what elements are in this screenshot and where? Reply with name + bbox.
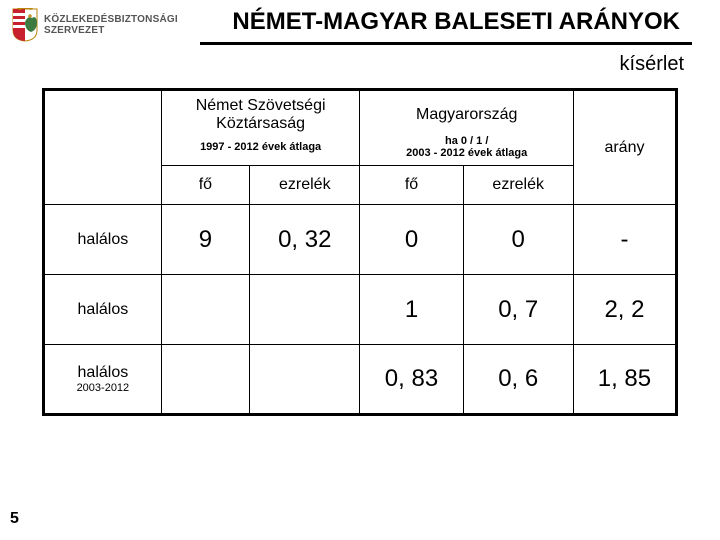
org-logo: KÖZLEKEDÉSBIZTONSÁGI SZERVEZET — [12, 8, 178, 42]
row-label-2: halálos 2003-2012 — [44, 345, 162, 415]
header-blank — [44, 90, 162, 205]
cell: 0, 7 — [463, 275, 573, 345]
cell: 2, 2 — [573, 275, 676, 345]
cell: 9 — [161, 205, 249, 275]
cell — [250, 275, 360, 345]
cell — [250, 345, 360, 415]
row-label-1: halálos — [44, 275, 162, 345]
row-label-0: halálos — [44, 205, 162, 275]
col-label-1: ezrelék — [250, 166, 360, 205]
coat-of-arms-icon — [12, 8, 38, 42]
row-label-2-sub: 2003-2012 — [45, 382, 161, 394]
col-label-3: ezrelék — [463, 166, 573, 205]
table-row: halálos 9 0, 32 0 0 - — [44, 205, 677, 275]
group-header-germany: Német Szövetségi Köztársaság — [161, 90, 360, 136]
cell: 0, 83 — [360, 345, 463, 415]
data-table: Német Szövetségi Köztársaság Magyarorszá… — [42, 88, 678, 416]
page-title: NÉMET-MAGYAR BALESETI ARÁNYOK — [232, 8, 680, 39]
cell: 1 — [360, 275, 463, 345]
group-header-hungary: Magyarország — [360, 90, 573, 136]
cell: 0, 6 — [463, 345, 573, 415]
page-number: 5 — [10, 510, 19, 528]
org-name-line2: SZERVEZET — [44, 25, 178, 37]
subtitle: kísérlet — [0, 45, 720, 88]
cell: 0, 32 — [250, 205, 360, 275]
cell — [161, 275, 249, 345]
cell: 0 — [360, 205, 463, 275]
col-label-ratio: arány — [573, 90, 676, 205]
col-label-0: fő — [161, 166, 249, 205]
cell: 1, 85 — [573, 345, 676, 415]
group-sub-hungary: ha 0 / 1 / 2003 - 2012 évek átlaga — [360, 135, 573, 166]
data-table-wrap: Német Szövetségi Köztársaság Magyarorszá… — [0, 88, 720, 416]
col-label-2: fő — [360, 166, 463, 205]
org-name-line1: KÖZLEKEDÉSBIZTONSÁGI — [44, 14, 178, 26]
header: KÖZLEKEDÉSBIZTONSÁGI SZERVEZET NÉMET-MAG… — [0, 0, 720, 42]
cell: - — [573, 205, 676, 275]
cell — [161, 345, 249, 415]
table-row: halálos 2003-2012 0, 83 0, 6 1, 85 — [44, 345, 677, 415]
table-row: halálos 1 0, 7 2, 2 — [44, 275, 677, 345]
cell: 0 — [463, 205, 573, 275]
title-block: NÉMET-MAGYAR BALESETI ARÁNYOK — [178, 8, 708, 39]
group-sub-germany: 1997 - 2012 évek átlaga — [161, 135, 360, 166]
row-label-2-main: halálos — [78, 364, 129, 381]
table-header-row-1: Német Szövetségi Köztársaság Magyarorszá… — [44, 90, 677, 136]
org-name: KÖZLEKEDÉSBIZTONSÁGI SZERVEZET — [44, 14, 178, 37]
